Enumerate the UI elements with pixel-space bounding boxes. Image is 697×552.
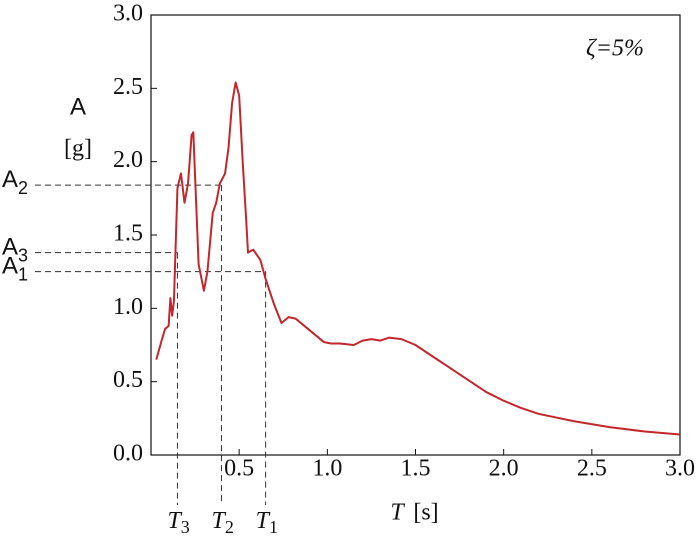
a-marker-label: A1 bbox=[2, 253, 28, 284]
t-marker-letter: T bbox=[256, 508, 271, 534]
t-marker-sub: 3 bbox=[181, 517, 190, 537]
a-marker-letter: A bbox=[2, 234, 18, 261]
y-tick-label: 2.5 bbox=[113, 74, 143, 100]
t-marker-label: T2 bbox=[212, 508, 234, 538]
a-marker-label: A2 bbox=[2, 166, 28, 197]
y-axis-label: A bbox=[70, 93, 86, 120]
a-marker-letter: A bbox=[2, 166, 18, 193]
y-tick-label: 0.0 bbox=[113, 441, 143, 467]
damping-annotation: ζ=5% bbox=[586, 36, 644, 62]
a-marker-label: A3 bbox=[2, 234, 28, 265]
t-marker-letter: T bbox=[167, 508, 182, 534]
t-marker-sub: 1 bbox=[269, 517, 278, 537]
y-tick-label: 1.0 bbox=[113, 294, 143, 320]
a-marker-sub: 3 bbox=[18, 245, 28, 265]
y-tick-label: 1.5 bbox=[113, 221, 143, 247]
a-marker-sub: 2 bbox=[18, 178, 28, 198]
x-axis-unit: [s] bbox=[413, 500, 438, 526]
spectrum-line bbox=[155, 81, 681, 436]
x-tick-label: 1.5 bbox=[401, 456, 431, 482]
plot-frame bbox=[150, 14, 681, 456]
y-axis-unit: [g] bbox=[64, 136, 92, 162]
x-tick-label: 0.5 bbox=[224, 456, 254, 482]
x-tick-label: 1.0 bbox=[312, 456, 342, 482]
y-tick-label: 2.0 bbox=[113, 147, 143, 173]
x-tick-label: 2.0 bbox=[489, 456, 519, 482]
a-marker-letter: A bbox=[2, 253, 18, 280]
t-marker-letter: T bbox=[212, 508, 227, 534]
x-tick-label: 3.0 bbox=[665, 456, 695, 482]
x-axis-label: T bbox=[390, 500, 405, 526]
x-tick-label: 2.5 bbox=[577, 456, 607, 482]
y-tick-label: 0.5 bbox=[113, 367, 143, 393]
t-marker-label: T1 bbox=[256, 508, 278, 538]
y-tick-label: 3.0 bbox=[113, 1, 143, 27]
a-marker-sub: 1 bbox=[18, 264, 28, 284]
t-marker-sub: 2 bbox=[225, 517, 234, 537]
t-marker-label: T3 bbox=[167, 508, 189, 538]
